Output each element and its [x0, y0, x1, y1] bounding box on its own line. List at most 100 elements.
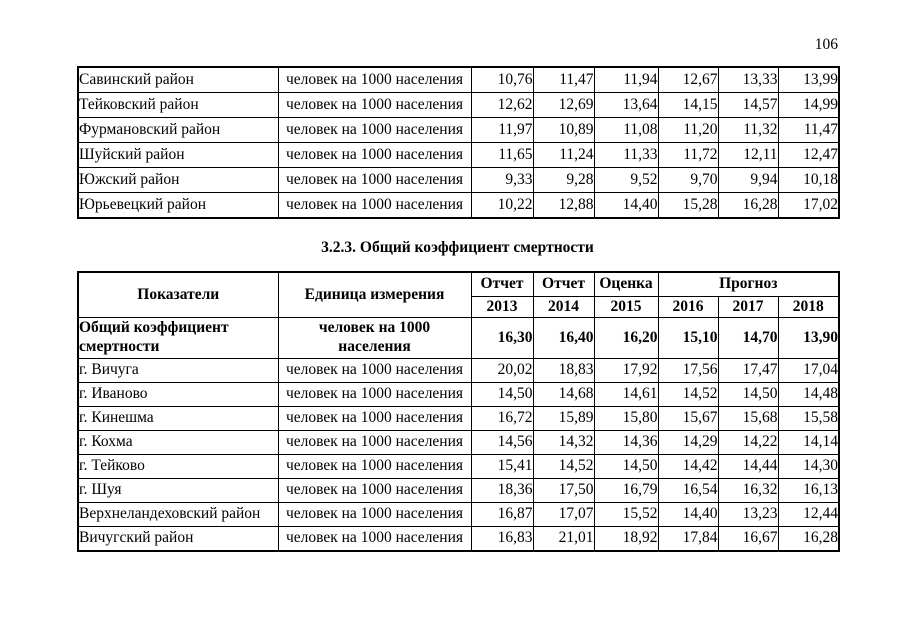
value-cell: 14,40: [657, 502, 719, 527]
value-cell: 11,24: [532, 142, 595, 168]
value-cell: 12,47: [777, 142, 840, 168]
value-cell: 14,52: [657, 382, 719, 407]
value-cell: 10,76: [470, 66, 534, 93]
value-cell: 9,33: [470, 167, 534, 193]
value-cell: 14,57: [717, 92, 779, 118]
table-row: Южский район человек на 1000 населения 9…: [77, 167, 840, 193]
value-cell: 10,89: [532, 117, 595, 143]
value-cell: 17,92: [593, 358, 659, 383]
value-cell: 11,72: [657, 142, 719, 168]
value-cell: 9,28: [532, 167, 595, 193]
value-cell: 9,94: [717, 167, 779, 193]
value-cell: 13,23: [717, 502, 779, 527]
value-cell: 9,70: [657, 167, 719, 193]
header-unit: Единица измерения: [277, 271, 472, 318]
table-header-row: Показатели Единица измерения Отчет Отчет…: [77, 271, 840, 318]
table-row: Фурмановский район человек на 1000 насел…: [77, 117, 840, 143]
table-row: г. Кинешма человек на 1000 населения 16,…: [77, 406, 840, 431]
table-row: Тейковский район человек на 1000 населен…: [77, 92, 840, 118]
value-cell: 14,61: [593, 382, 659, 407]
value-cell: 14,48: [777, 382, 840, 407]
value-cell: 18,92: [593, 526, 659, 552]
region-name-cell: г. Шуя: [77, 478, 279, 503]
value-cell: 16,40: [532, 317, 595, 359]
header-report-2013: Отчет: [470, 271, 534, 297]
value-cell: 14,30: [777, 454, 840, 479]
value-cell: 12,62: [470, 92, 534, 118]
region-name-cell: г. Тейково: [77, 454, 279, 479]
unit-cell: человек на 1000 населения: [277, 192, 472, 219]
value-cell: 14,22: [717, 430, 779, 455]
header-forecast: Прогноз: [657, 271, 840, 297]
region-name-cell: Фурмановский район: [77, 117, 279, 143]
region-name-cell: г. Иваново: [77, 382, 279, 407]
mortality-table: Показатели Единица измерения Отчет Отчет…: [77, 271, 840, 552]
header-year-2018: 2018: [777, 296, 840, 318]
value-cell: 14,50: [717, 382, 779, 407]
value-cell: 12,11: [717, 142, 779, 168]
value-cell: 16,28: [777, 526, 840, 552]
value-cell: 17,04: [777, 358, 840, 383]
table-row: Савинский район человек на 1000 населени…: [77, 66, 840, 93]
table-row: г. Кохма человек на 1000 населения 14,56…: [77, 430, 840, 455]
value-cell: 14,32: [532, 430, 595, 455]
value-cell: 15,52: [593, 502, 659, 527]
page-number: 106: [814, 36, 838, 53]
unit-cell: человек на 1000 населения: [277, 167, 472, 193]
table-row: г. Тейково человек на 1000 населения 15,…: [77, 454, 840, 479]
value-cell: 16,87: [470, 502, 534, 527]
table-row: Вичугский район человек на 1000 населени…: [77, 526, 840, 552]
region-name-cell: г. Кохма: [77, 430, 279, 455]
section-heading: 3.2.3. Общий коэффициент смертности: [321, 239, 594, 256]
value-cell: 14,36: [593, 430, 659, 455]
value-cell: 15,10: [657, 317, 719, 359]
region-name-cell: Савинский район: [77, 66, 279, 93]
value-cell: 15,68: [717, 406, 779, 431]
header-year-2015: 2015: [593, 296, 659, 318]
value-cell: 14,44: [717, 454, 779, 479]
value-cell: 16,67: [717, 526, 779, 552]
value-cell: 17,47: [717, 358, 779, 383]
table-row: г. Иваново человек на 1000 населения 14,…: [77, 382, 840, 407]
value-cell: 12,69: [532, 92, 595, 118]
value-cell: 16,79: [593, 478, 659, 503]
unit-cell: человек на 1000 населения: [277, 430, 472, 455]
value-cell: 11,08: [593, 117, 659, 143]
value-cell: 16,32: [717, 478, 779, 503]
region-name-cell: г. Кинешма: [77, 406, 279, 431]
value-cell: 11,47: [777, 117, 840, 143]
value-cell: 11,65: [470, 142, 534, 168]
value-cell: 13,90: [777, 317, 840, 359]
value-cell: 13,64: [593, 92, 659, 118]
unit-cell: человек на 1000 населения: [277, 117, 472, 143]
value-cell: 14,40: [593, 192, 659, 219]
value-cell: 16,28: [717, 192, 779, 219]
header-year-2016: 2016: [657, 296, 719, 318]
value-cell: 14,70: [717, 317, 779, 359]
value-cell: 17,07: [532, 502, 595, 527]
unit-cell: человек на 1000 населения: [277, 92, 472, 118]
value-cell: 15,80: [593, 406, 659, 431]
table-row: Юрьевецкий район человек на 1000 населен…: [77, 192, 840, 219]
unit-cell: человек на 1000 населения: [277, 478, 472, 503]
region-name-cell: Тейковский район: [77, 92, 279, 118]
unit-cell: человек на 1000 населения: [277, 317, 472, 359]
value-cell: 17,50: [532, 478, 595, 503]
value-cell: 21,01: [532, 526, 595, 552]
region-name-cell: г. Вичуга: [77, 358, 279, 383]
table-row: Шуйский район человек на 1000 населения …: [77, 142, 840, 168]
value-cell: 14,56: [470, 430, 534, 455]
header-year-2013: 2013: [470, 296, 534, 318]
value-cell: 17,84: [657, 526, 719, 552]
unit-cell: человек на 1000 населения: [277, 406, 472, 431]
header-indicators: Показатели: [77, 271, 279, 318]
value-cell: 14,68: [532, 382, 595, 407]
value-cell: 16,30: [470, 317, 534, 359]
value-cell: 12,88: [532, 192, 595, 219]
unit-cell: человек на 1000 населения: [277, 66, 472, 93]
indicator-name-cell: Общий коэффициент смертности: [77, 317, 279, 359]
value-cell: 17,56: [657, 358, 719, 383]
value-cell: 14,99: [777, 92, 840, 118]
value-cell: 11,20: [657, 117, 719, 143]
